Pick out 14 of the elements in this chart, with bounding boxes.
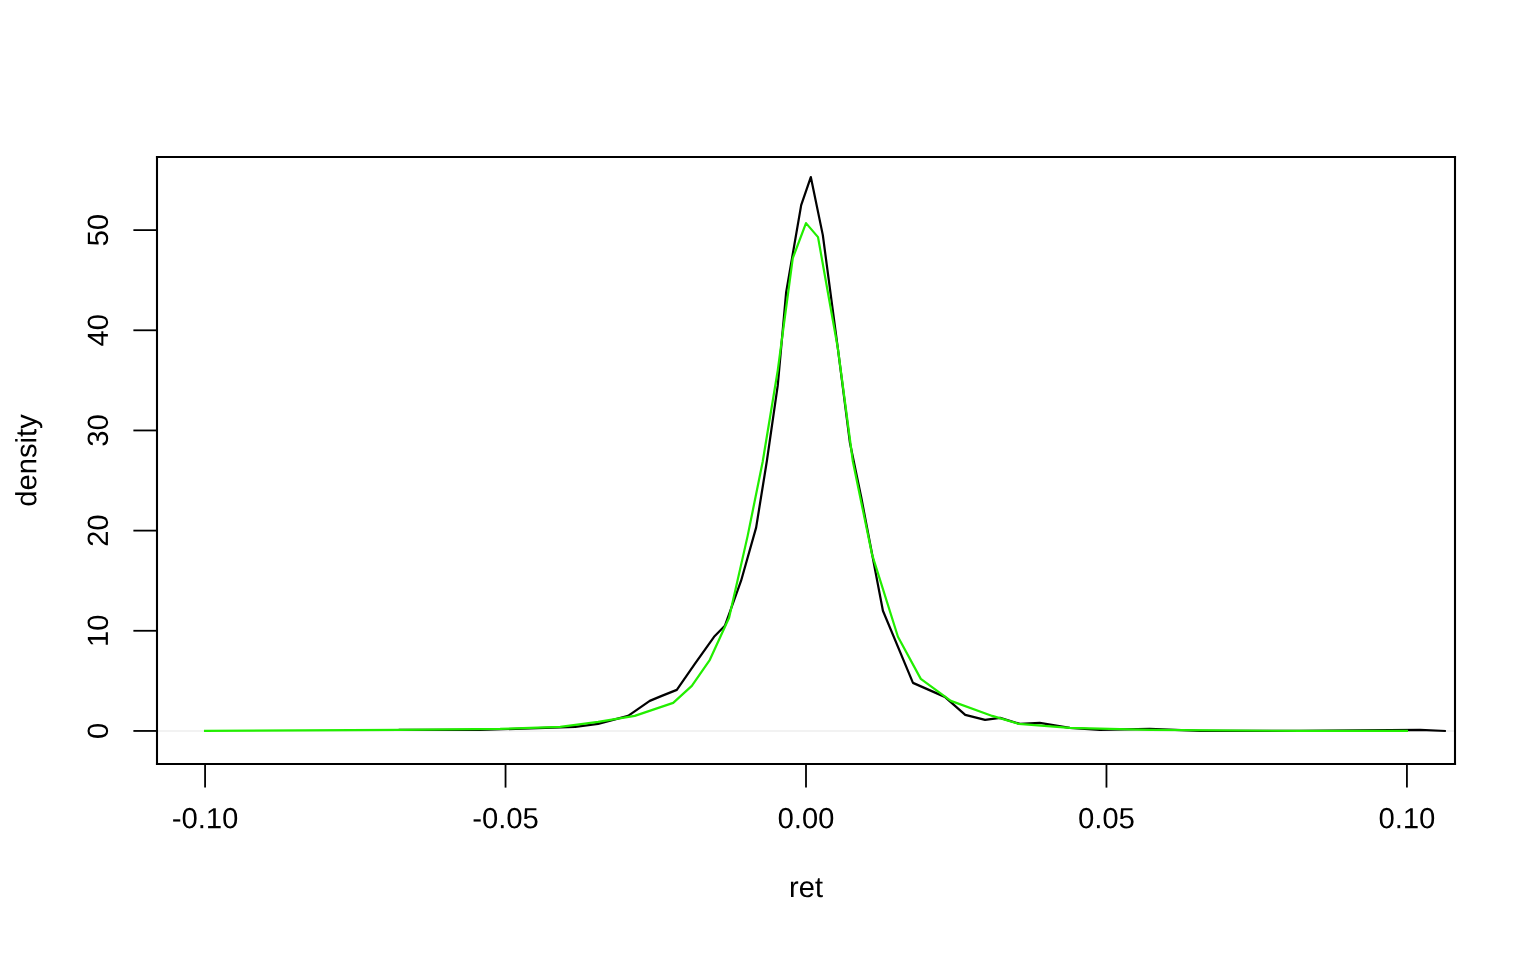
y-tick-label: 40 xyxy=(87,315,109,346)
y-tick-label: 10 xyxy=(87,615,109,645)
y-tick-label: 0 xyxy=(87,723,109,738)
x-tick-label: 0.10 xyxy=(1379,807,1435,829)
y-tick-label: 30 xyxy=(87,415,109,446)
x-tick-label: 0.05 xyxy=(1079,807,1134,829)
y-axis-title: density xyxy=(15,414,43,506)
x-axis-title: ret xyxy=(790,878,823,898)
y-tick-label: 20 xyxy=(87,515,109,546)
x-tick-label: 0.00 xyxy=(778,807,834,829)
line-series xyxy=(203,222,1409,733)
x-tick-label: -0.10 xyxy=(173,807,238,829)
y-tick-label: 50 xyxy=(87,215,109,246)
x-tick-label: -0.05 xyxy=(473,807,538,829)
